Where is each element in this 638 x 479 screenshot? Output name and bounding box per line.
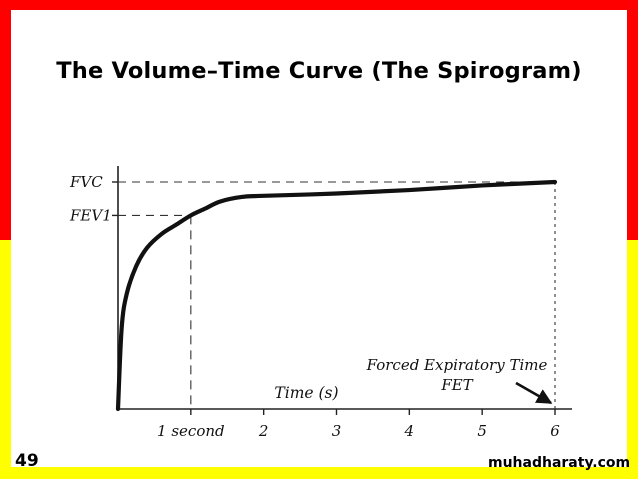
- volume-time-curve: [115, 179, 558, 412]
- x-tick-label-1: 1 second: [157, 422, 225, 440]
- fet-abbreviation-label: FET: [440, 376, 473, 394]
- x-tick-label-5: 5: [477, 422, 487, 440]
- slide-panel: [11, 10, 627, 467]
- watermark-text: muhadharaty.com: [488, 455, 631, 471]
- x-tick-label-2: 2: [258, 422, 269, 440]
- fet-annotation-label: Forced Expiratory Time: [366, 356, 548, 374]
- fvc-label: FVC: [69, 173, 103, 191]
- x-tick-label-4: 4: [404, 422, 415, 440]
- fet-arrow-icon: [515, 381, 553, 405]
- page-number: 49: [15, 451, 39, 471]
- slide-title: The Volume–Time Curve (The Spirogram): [56, 58, 582, 84]
- x-tick-label-3: 3: [332, 422, 342, 440]
- x-axis-label: Time (s): [274, 384, 338, 402]
- fev1-label: FEV1: [69, 206, 112, 224]
- x-tick-label-6: 6: [550, 422, 560, 440]
